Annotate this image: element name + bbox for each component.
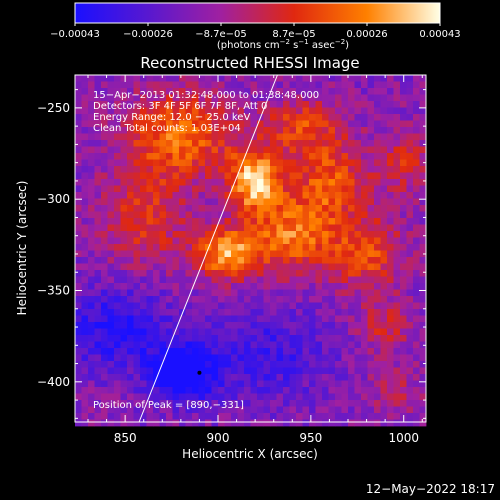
- x-axis-label: Heliocentric X (arcsec): [182, 447, 318, 461]
- annotation-time: 15−Apr−2013 01:32:48.000 to 01:38:48.000: [93, 90, 319, 101]
- colorbar-tick-label: −0.00043: [50, 29, 100, 40]
- annotation-clean: Clean Total counts: 1.03E+04: [93, 123, 241, 134]
- x-tick-label: 900: [207, 431, 230, 445]
- annotation-peak: Position of Peak = [890,−331]: [93, 400, 244, 411]
- plot-frame: [74, 74, 427, 423]
- colorbar: [74, 2, 441, 24]
- heatmap-cells: [75, 75, 427, 427]
- x-tick-label: 850: [114, 431, 137, 445]
- x-tick-label: 950: [299, 431, 322, 445]
- colorbar-ticks: [74, 23, 441, 26]
- y-axis-label: Heliocentric Y (arcsec): [15, 181, 29, 316]
- y-tick-label: −400: [37, 375, 70, 389]
- colorbar-units: (photons cm−2 s−1 asec−2): [217, 38, 349, 51]
- x-tick-label: 1000: [388, 431, 419, 445]
- colorbar-tick-label: 0.00043: [419, 29, 460, 40]
- colorbar-tick-label: 0.00026: [346, 29, 387, 40]
- annotation-detectors: Detectors: 3F 4F 5F 6F 7F 8F, Att 0: [93, 101, 267, 112]
- annotation-energy: Energy Range: 12.0 − 25.0 keV: [93, 112, 250, 123]
- colorbar-tick-labels: −0.00043 −0.00026 −8.7e−05 8.7e−05 0.00026 0.…: [50, 29, 461, 40]
- colorbar-tick-label: −8.7e−05: [195, 29, 247, 40]
- min-marker: [197, 370, 202, 375]
- y-tick-label: −300: [37, 192, 70, 206]
- y-tick-label: −350: [37, 284, 70, 298]
- footer-date: 12−May−2022 18:17: [366, 482, 495, 496]
- colorbar-tick-label: −0.00026: [123, 29, 173, 40]
- solar-limb-line: [138, 74, 278, 423]
- x-ticks: 850 900 950 1000: [87, 75, 423, 445]
- chart-title: Reconstructed RHESSI Image: [140, 54, 359, 72]
- colorbar-tick-label: 8.7e−05: [272, 29, 315, 40]
- y-ticks: −400 −350 −300 −250: [37, 89, 426, 419]
- y-tick-label: −250: [37, 101, 70, 115]
